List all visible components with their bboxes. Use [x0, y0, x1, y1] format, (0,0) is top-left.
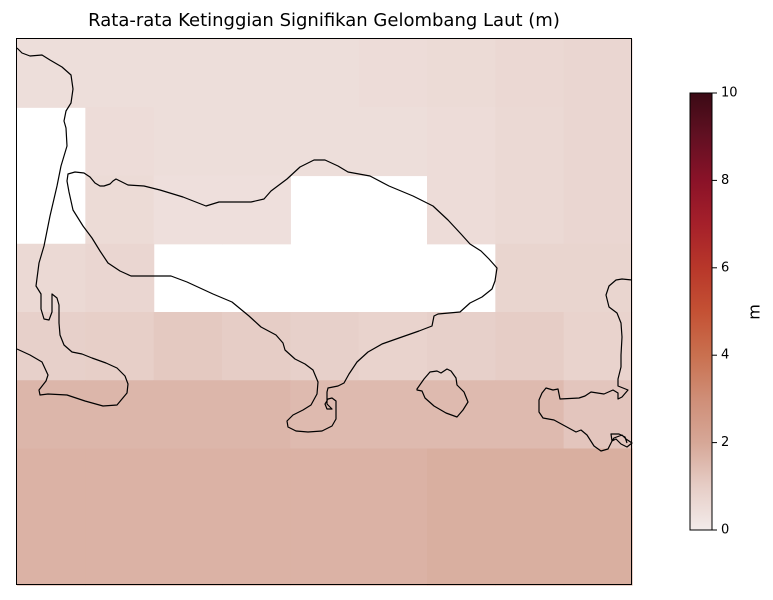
grid-cell: [358, 39, 428, 108]
colorbar-tick-label: 6: [721, 260, 729, 275]
grid-cell: [222, 39, 291, 108]
grid-cell: [427, 175, 496, 245]
grid-cell: [358, 380, 428, 450]
grid-cell: [17, 448, 86, 518]
colorbar-gradient: [689, 92, 713, 531]
grid-cell: [17, 312, 86, 381]
grid-cell: [427, 107, 496, 177]
coastline-bali-main: [16, 47, 129, 407]
grid-cell: [427, 516, 496, 586]
map-frame: [16, 38, 632, 585]
grid-cell: [495, 380, 565, 450]
grid-cell: [495, 39, 565, 108]
grid-cell: [290, 516, 360, 586]
colorbar-tick-label: 2: [721, 435, 729, 450]
grid-cell: [222, 175, 291, 245]
grid-cell: [222, 516, 291, 586]
grid-cell: [153, 39, 223, 108]
colorbar-tick-label: 10: [721, 86, 738, 101]
grid-cell: [563, 380, 633, 450]
grid-cell: [290, 448, 360, 518]
grid-cell: [495, 516, 565, 586]
grid-cell: [85, 107, 155, 177]
colorbar-unit-label: m: [745, 304, 764, 320]
colorbar-tick-label: 4: [721, 348, 729, 363]
grid-cell: [222, 448, 291, 518]
grid-cell: [85, 312, 155, 381]
grid-cell: [153, 107, 223, 177]
grid-cell: [427, 380, 496, 450]
grid-cell: [17, 380, 86, 450]
grid-cell: [290, 380, 360, 450]
grid-cell: [85, 243, 155, 313]
grid-cell: [427, 312, 496, 381]
colorbar-tick-label: 0: [721, 523, 729, 538]
grid-cell: [358, 107, 428, 177]
grid-cell: [495, 448, 565, 518]
grid-cell: [153, 516, 223, 586]
grid-cell: [290, 39, 360, 108]
grid-cell: [17, 516, 86, 586]
grid-cell: [563, 516, 633, 586]
grid-cell: [153, 312, 223, 381]
grid-cell: [563, 107, 633, 177]
grid-cell: [563, 243, 633, 313]
grid-cell: [358, 448, 428, 518]
grid-cell: [563, 175, 633, 245]
grid-cell: [85, 39, 155, 108]
wave-height-grid: [17, 39, 633, 586]
colorbar-tick-label: 8: [721, 173, 729, 188]
grid-cell: [563, 448, 633, 518]
grid-cell: [153, 175, 223, 245]
grid-cell: [17, 39, 86, 108]
grid-cell: [358, 516, 428, 586]
grid-cell: [495, 312, 565, 381]
grid-cell: [495, 243, 565, 313]
grid-cell: [222, 107, 291, 177]
grid-cell: [153, 448, 223, 518]
grid-cell: [495, 107, 565, 177]
grid-cell: [153, 380, 223, 450]
grid-cell: [290, 107, 360, 177]
grid-cell: [222, 380, 291, 450]
coastline-bali-northeast: [66, 159, 498, 433]
coastline-nusa-penida: [416, 368, 469, 418]
grid-cell: [358, 312, 428, 381]
grid-cell: [85, 175, 155, 245]
map-title: Rata-rata Ketinggian Signifikan Gelomban…: [88, 10, 560, 31]
grid-cell: [85, 448, 155, 518]
colorbar-ticks: 0 2 4 6 8 10: [712, 86, 738, 538]
grid-cell: [563, 39, 633, 108]
grid-cell: [290, 312, 360, 381]
grid-cell: [495, 175, 565, 245]
coastlines: [16, 47, 633, 452]
grid-cell: [85, 380, 155, 450]
grid-cell: [427, 39, 496, 108]
coastline-lombok: [538, 278, 633, 452]
grid-cell: [427, 448, 496, 518]
grid-cell: [85, 516, 155, 586]
